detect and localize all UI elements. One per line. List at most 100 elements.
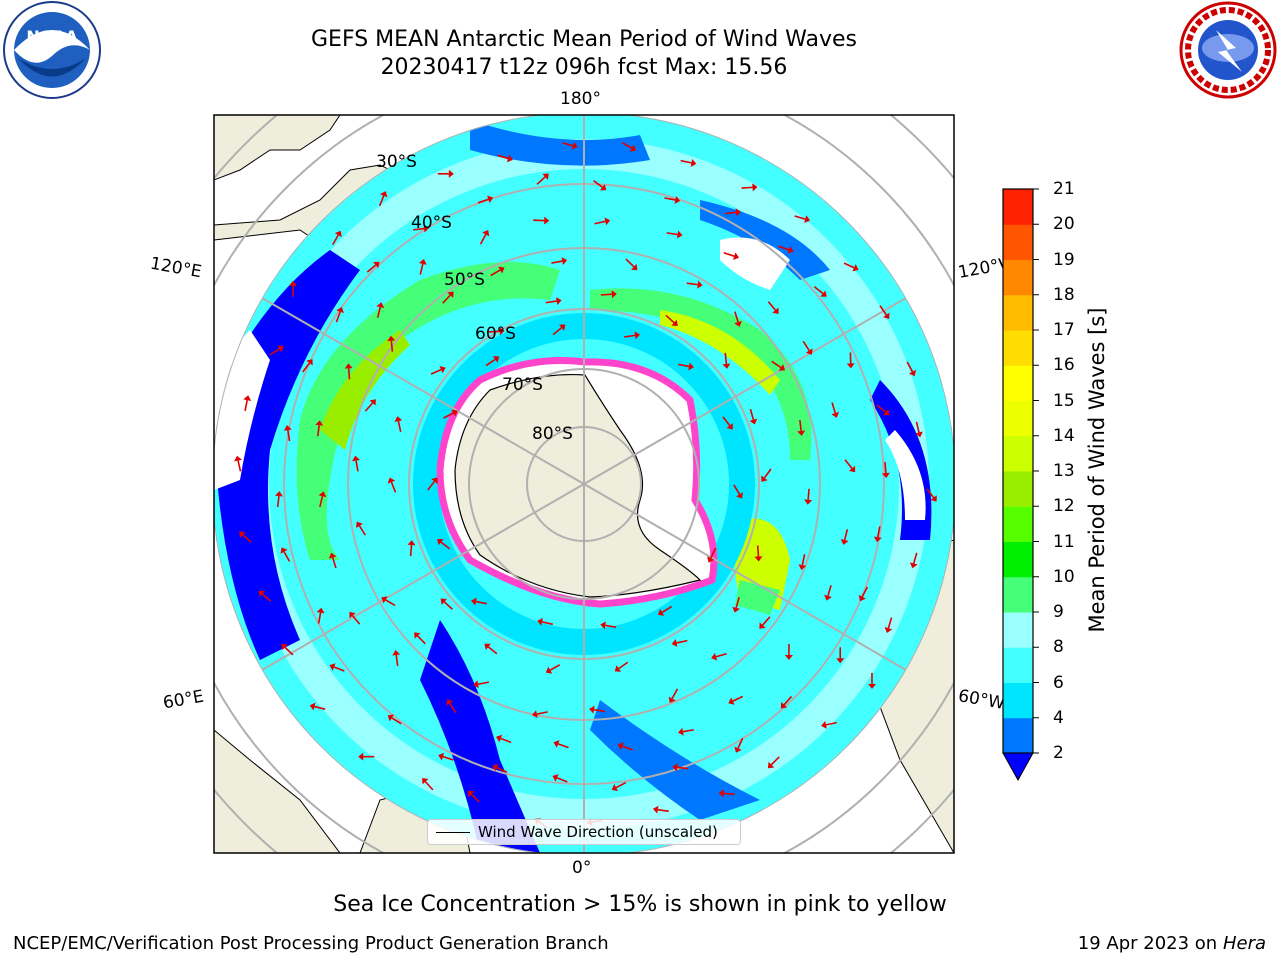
wave-direction-arrowhead — [631, 263, 638, 271]
graticule — [214, 115, 954, 853]
wave-direction-arrowhead — [387, 335, 396, 342]
wave-direction-arrow — [844, 459, 853, 469]
africa-land — [214, 729, 341, 853]
wave-direction-arrow — [624, 334, 636, 338]
wave-direction-arrow — [319, 496, 324, 508]
wave-direction-arrowhead — [376, 302, 385, 309]
wave-direction-arrowhead — [873, 536, 882, 543]
wave-direction-arrowhead — [671, 639, 678, 647]
wave-direction-arrow — [442, 294, 451, 304]
wave-direction-arrow — [813, 286, 824, 295]
wave-direction-arrowhead — [732, 252, 739, 260]
wave-direction-arrowhead — [306, 359, 313, 366]
wave-direction-arrow — [488, 330, 500, 333]
wave-direction-arrowhead — [767, 761, 775, 769]
wave-direction-arrowhead — [446, 699, 454, 706]
wave-direction-arrowhead — [571, 141, 578, 150]
wave-direction-arrowhead — [492, 356, 500, 363]
wave-direction-arrowhead — [629, 144, 637, 152]
lat-label-60s: 60°S — [475, 324, 516, 344]
wave-direction-arrowhead — [381, 596, 388, 604]
antarctica-land — [454, 374, 702, 598]
wave-direction-arrow — [490, 269, 501, 277]
wave-direction-arrowhead — [439, 365, 446, 374]
wave-direction-arrowhead — [736, 492, 743, 499]
wave-direction-arrowhead — [451, 409, 458, 417]
wave-direction-arrow — [762, 616, 771, 626]
wave-direction-arrow — [843, 262, 855, 269]
wave-direction-arrowhead — [438, 752, 445, 761]
colorbar-tick-label: 13 — [1053, 461, 1075, 481]
wave-direction-arrowhead — [473, 680, 479, 689]
high-period-band-west — [296, 262, 560, 560]
colorbar-tick-label: 18 — [1053, 284, 1075, 305]
noaa-logo-text: NOAA — [26, 27, 78, 46]
wave-direction-arrow — [666, 232, 678, 236]
wave-direction-arrow — [876, 404, 887, 413]
wave-direction-arrowhead — [690, 158, 697, 167]
wave-direction-arrow — [825, 721, 837, 726]
wave-direction-arrow — [477, 198, 489, 204]
wave-direction-arrow — [500, 737, 512, 744]
map-legend: Wind Wave Direction (unscaled) — [427, 819, 741, 845]
wave-direction-arrowhead — [309, 702, 316, 711]
wave-direction-arrowhead — [772, 307, 779, 314]
colorbar-tick-label: 21 — [1053, 179, 1075, 199]
wave-direction-arrow — [621, 142, 633, 149]
wave-direction-arrow — [390, 340, 394, 352]
wave-direction-arrowhead — [852, 264, 859, 272]
wave-direction-arrowhead — [836, 658, 845, 664]
wave-direction-arrowhead — [668, 696, 676, 703]
wave-direction-arrowhead — [387, 714, 394, 722]
wave-direction-arrow — [283, 551, 291, 562]
wave-direction-arrowhead — [431, 477, 438, 484]
wave-direction-arrow — [843, 529, 849, 541]
lat-label-40s: 40°S — [411, 213, 452, 233]
wave-direction-arrowhead — [780, 702, 788, 709]
wave-direction-arrowhead — [883, 408, 890, 416]
wave-direction-arrow — [594, 220, 606, 225]
lat-label-80s: 80°S — [532, 424, 573, 444]
wave-direction-arrow — [884, 462, 887, 474]
wave-direction-arrow — [682, 728, 694, 733]
lat-label-50s: 50°S — [444, 270, 485, 290]
wave-direction-arrowhead — [697, 280, 703, 289]
wave-direction-arrow — [618, 661, 629, 670]
wave-direction-arrow — [536, 176, 546, 185]
wave-direction-arrow — [475, 600, 487, 605]
wave-direction-arrowhead — [356, 521, 363, 528]
wave-direction-arrow — [376, 306, 382, 319]
wave-direction-arrowhead — [234, 455, 242, 462]
wave-direction-arrowhead — [728, 697, 735, 705]
wave-direction-arrowhead — [281, 643, 288, 651]
wave-direction-arrowhead — [336, 307, 344, 314]
wave-direction-arrow — [347, 368, 351, 380]
wave-direction-arrow — [551, 260, 563, 264]
wave-direction-arrowhead — [537, 617, 543, 626]
wave-direction-arrowhead — [387, 477, 396, 484]
wave-direction-arrowhead — [672, 763, 678, 772]
wave-direction-arrowhead — [868, 683, 877, 689]
wave-direction-arrowhead — [820, 290, 827, 297]
wave-direction-arrowhead — [909, 562, 918, 569]
wave-direction-arrow — [794, 215, 806, 220]
wave-direction-arrowhead — [437, 538, 444, 546]
wave-direction-arrowhead — [448, 169, 454, 178]
wave-direction-arrow — [915, 421, 920, 433]
wave-direction-arrow — [771, 360, 782, 369]
wave-direction-arrow — [477, 681, 490, 686]
colorbar-tick-label: 6 — [1053, 672, 1064, 693]
wave-direction-arrowhead — [328, 552, 337, 559]
wave-direction-arrow — [335, 311, 341, 323]
wave-direction-arrowhead — [358, 752, 364, 761]
wave-direction-arrow — [737, 737, 744, 749]
wave-direction-arrow — [802, 340, 810, 351]
wave-direction-arrow — [287, 429, 291, 442]
wave-direction-arrowhead — [634, 331, 640, 340]
wave-direction-arrowhead — [492, 763, 499, 772]
wave-direction-arrow — [801, 554, 806, 566]
wave-direction-arrowhead — [734, 320, 742, 327]
wave-direction-arrowhead — [589, 705, 595, 714]
wave-direction-arrowhead — [707, 556, 715, 563]
